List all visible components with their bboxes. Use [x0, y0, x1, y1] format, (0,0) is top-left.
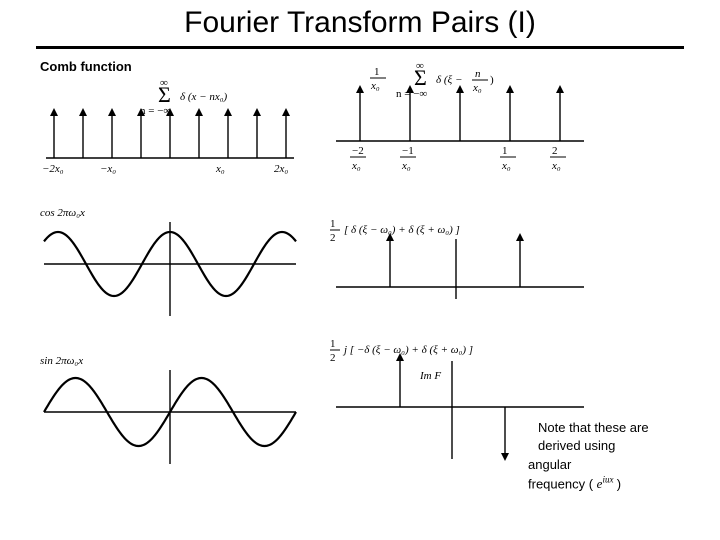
svg-text:x₀: x₀	[215, 163, 225, 175]
svg-text:x₀: x₀	[401, 160, 411, 172]
comb-right-svg: 1x₀∞Σn = −∞δ (ξ −nx₀)−2x₀−1x₀1x₀2x₀	[330, 59, 590, 179]
svg-text:Σ: Σ	[158, 82, 171, 107]
note-line3c: )	[617, 476, 621, 491]
svg-text:sin 2πω₀x: sin 2πω₀x	[40, 355, 83, 367]
note-text: Note that these are derived using angula…	[528, 419, 698, 493]
note-line3b: frequency (	[528, 476, 593, 491]
svg-text:Σ: Σ	[414, 65, 427, 90]
panel-comb-left: Comb function ∞Σn = −∞δ (x − nx₀)−2x₀−x₀…	[40, 59, 340, 176]
page-title: Fourier Transform Pairs (I)	[0, 0, 720, 46]
svg-text:cos 2πω₀x: cos 2πω₀x	[40, 207, 85, 219]
column-time-domain: Comb function ∞Σn = −∞δ (x − nx₀)−2x₀−x₀…	[40, 59, 340, 472]
note-expr-sup: iux	[602, 475, 613, 485]
comb-left-svg: ∞Σn = −∞δ (x − nx₀)−2x₀−x₀x₀2x₀	[40, 76, 300, 176]
svg-text:1: 1	[374, 66, 380, 78]
panel-sin-left: sin 2πω₀x	[40, 352, 340, 472]
svg-text:[ δ (ξ − ω₀) + δ (ξ + ω₀) ]: [ δ (ξ − ω₀) + δ (ξ + ω₀) ]	[344, 224, 460, 236]
note-line1: Note that these are	[538, 420, 649, 435]
svg-text:x₀: x₀	[551, 160, 561, 172]
svg-text:2: 2	[330, 352, 336, 364]
svg-text:n: n	[475, 68, 481, 80]
svg-text:x₀: x₀	[370, 80, 380, 92]
svg-text:−2x₀: −2x₀	[42, 163, 64, 175]
svg-text:x₀: x₀	[501, 160, 511, 172]
panel-cos-right: 1 2 [ δ (ξ − ω₀) + δ (ξ + ω₀) ]	[330, 213, 630, 303]
svg-text:−2: −2	[352, 145, 364, 157]
sin-left-svg: sin 2πω₀x	[40, 352, 300, 472]
content: Comb function ∞Σn = −∞δ (x − nx₀)−2x₀−x₀…	[0, 59, 720, 529]
note-line3a: angular	[528, 457, 571, 472]
svg-text:−x₀: −x₀	[100, 163, 116, 175]
svg-text:1: 1	[330, 338, 336, 350]
cos-right-svg: 1 2 [ δ (ξ − ω₀) + δ (ξ + ω₀) ]	[330, 213, 590, 303]
svg-text:δ (ξ −: δ (ξ −	[436, 74, 462, 86]
svg-text:x₀: x₀	[472, 82, 482, 94]
note-line2: derived using	[538, 438, 615, 453]
svg-text:2: 2	[330, 232, 336, 244]
svg-text:x₀: x₀	[351, 160, 361, 172]
title-rule	[36, 46, 684, 49]
svg-text:2x₀: 2x₀	[274, 163, 288, 175]
panel-comb-right: 1x₀∞Σn = −∞δ (ξ −nx₀)−2x₀−1x₀1x₀2x₀	[330, 59, 630, 179]
svg-text:−1: −1	[402, 145, 414, 157]
svg-text:2: 2	[552, 145, 558, 157]
svg-text:j [ −δ (ξ − ω₀) + δ (ξ + ω₀) ]: j [ −δ (ξ − ω₀) + δ (ξ + ω₀) ]	[342, 344, 473, 356]
svg-text:1: 1	[502, 145, 508, 157]
svg-text:1: 1	[330, 218, 336, 230]
comb-left-title: Comb function	[40, 59, 340, 74]
svg-text:δ (x − nx₀): δ (x − nx₀)	[180, 91, 228, 103]
cos-left-svg: cos 2πω₀x	[40, 204, 300, 324]
svg-text:): )	[490, 74, 494, 86]
panel-cos-left: cos 2πω₀x	[40, 204, 340, 324]
column-freq-domain: 1x₀∞Σn = −∞δ (ξ −nx₀)−2x₀−1x₀1x₀2x₀ 12[ …	[330, 59, 630, 463]
svg-text:Im F: Im F	[419, 370, 441, 382]
